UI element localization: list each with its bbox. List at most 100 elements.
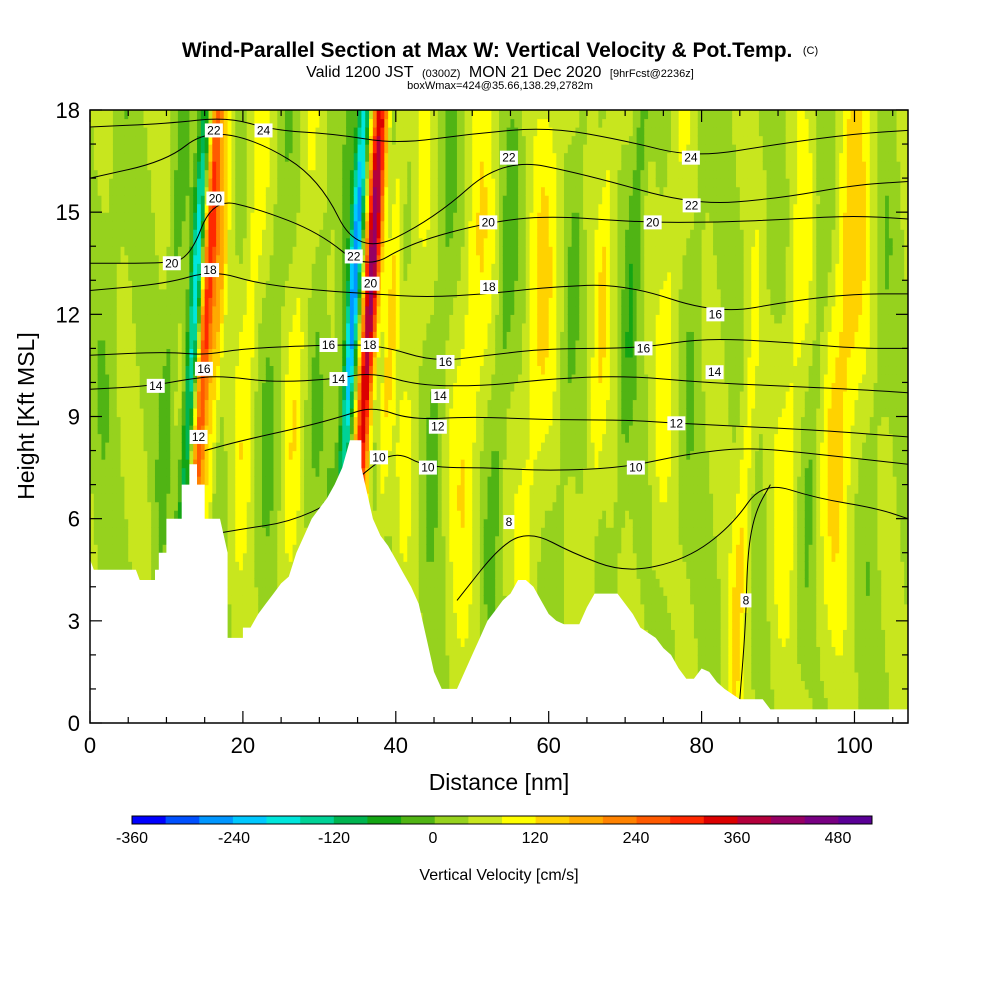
contour-label-30: 8 xyxy=(740,593,752,608)
colorbar-swatch xyxy=(232,816,267,824)
colorbar-swatch xyxy=(333,816,368,824)
subtitle-utc: (0300Z) xyxy=(422,68,461,80)
colorbar-swatch xyxy=(300,816,335,824)
contour-label-10: 18 xyxy=(360,337,379,352)
colorbar-swatch xyxy=(804,816,839,824)
theta-contour-8-0 xyxy=(456,486,908,601)
colorbar-tick-label: 360 xyxy=(724,830,751,847)
y-tick-label: 6 xyxy=(68,507,80,532)
x-tick-label: 0 xyxy=(84,733,96,758)
contour-label-17: 16 xyxy=(436,355,455,370)
x-tick-label: 100 xyxy=(836,733,873,758)
colorbar-swatch xyxy=(670,816,705,824)
theta-contour-8-1 xyxy=(739,484,771,700)
chart-title-text: Wind-Parallel Section at Max W: Vertical… xyxy=(182,39,793,62)
contour-label-25: 16 xyxy=(706,307,725,322)
colorbar-swatch xyxy=(401,816,436,824)
contour-labels: 22 24 20 20 18 14 16 12 22 20 18 16 14 10 22 20 18 16 14 12… xyxy=(146,123,752,608)
colorbar-tick-label: -360 xyxy=(116,830,148,847)
colorbar-swatch xyxy=(838,816,873,824)
y-tick-label: 15 xyxy=(56,200,80,225)
y-axis-label: Height [Kft MSL] xyxy=(13,332,39,499)
contour-label-4: 18 xyxy=(201,263,220,278)
y-tick-label: 12 xyxy=(56,302,80,327)
colorbar-swatch xyxy=(266,816,301,824)
colorbar-swatch xyxy=(199,816,234,824)
colorbar-tick-label: -120 xyxy=(318,830,350,847)
colorbar-swatch xyxy=(132,816,167,824)
colorbar-swatch xyxy=(703,816,738,824)
colorbar-tick-label: 120 xyxy=(522,830,549,847)
colorbar-swatch xyxy=(602,816,637,824)
contour-label-6: 16 xyxy=(194,361,213,376)
x-tick-label: 40 xyxy=(384,733,408,758)
y-tick-label: 9 xyxy=(68,405,80,430)
contour-label-9: 20 xyxy=(361,276,380,291)
x-tick-label: 60 xyxy=(536,733,560,758)
colorbar-tick-label: 240 xyxy=(623,830,650,847)
contour-label-1: 24 xyxy=(254,123,273,138)
chart-subtitle: Valid 1200 JST (0300Z) MON 21 Dec 2020 [… xyxy=(306,64,694,81)
contour-label-20: 10 xyxy=(418,460,437,475)
colorbar-swatch xyxy=(468,816,503,824)
x-tick-label: 80 xyxy=(689,733,713,758)
colorbar-label: Vertical Velocity [cm/s] xyxy=(419,867,578,884)
x-axis: 0 20 40 60 80 100 xyxy=(84,110,894,758)
y-axis: 0 3 6 9 12 15 18 xyxy=(56,98,908,736)
chart-title: Wind-Parallel Section at Max W: Vertical… xyxy=(182,39,818,62)
colorbar-swatch xyxy=(535,816,570,824)
terrain-mask xyxy=(90,440,908,723)
contour-label-27: 14 xyxy=(705,365,724,380)
contour-label-26: 16 xyxy=(634,341,653,356)
plot-area: 22 24 20 20 18 14 16 12 22 20 18 16 14 10 22 20 18 16 14 12… xyxy=(90,110,908,723)
contour-label-7: 12 xyxy=(189,429,208,444)
theta-contour-24-9 xyxy=(90,118,908,155)
colorbar xyxy=(131,815,873,825)
colorbar-tick-label: 480 xyxy=(825,830,852,847)
contour-label-18: 14 xyxy=(431,389,450,404)
potential-temperature-contours xyxy=(90,118,908,700)
contour-label-11: 16 xyxy=(319,337,338,352)
colorbar-swatch xyxy=(165,816,200,824)
y-tick-label: 0 xyxy=(68,711,80,736)
contour-label-24: 20 xyxy=(643,215,662,230)
y-tick-label: 3 xyxy=(68,609,80,634)
theta-contour-20-7 xyxy=(90,202,908,264)
contour-label-3: 20 xyxy=(162,256,181,271)
colorbar-ticks: -360 -240 -120 0 120 240 360 480 xyxy=(116,830,851,847)
theta-contour-14-4 xyxy=(90,373,908,394)
colorbar-swatch xyxy=(502,816,537,824)
subtitle-valid: Valid 1200 JST xyxy=(306,64,414,81)
contour-label-5: 14 xyxy=(146,378,165,393)
contour-label-0: 22 xyxy=(204,123,223,138)
colorbar-swatch xyxy=(434,816,469,824)
contour-label-28: 12 xyxy=(667,416,686,431)
contour-label-12: 14 xyxy=(329,372,348,387)
x-axis-label: Distance [nm] xyxy=(429,769,570,795)
contour-label-19: 12 xyxy=(428,419,447,434)
contour-label-2: 20 xyxy=(206,191,225,206)
colorbar-swatch xyxy=(569,816,604,824)
subtitle-date: MON 21 Dec 2020 xyxy=(469,64,602,81)
colorbar-swatch xyxy=(737,816,772,824)
theta-contour-10-2 xyxy=(204,448,908,537)
contour-label-14: 22 xyxy=(499,150,518,165)
title-mark: (C) xyxy=(803,45,818,57)
theta-contour-18-6 xyxy=(90,273,908,311)
subtitle-fcst: [9hrFcst@2236z] xyxy=(610,68,694,80)
theta-contour-12-3 xyxy=(204,408,908,452)
colorbar-swatch xyxy=(636,816,671,824)
y-tick-label: 18 xyxy=(56,98,80,123)
colorbar-tick-label: -240 xyxy=(218,830,250,847)
colorbar-tick-label: 0 xyxy=(429,830,438,847)
contour-label-15: 20 xyxy=(479,215,498,230)
contour-label-23: 22 xyxy=(682,198,701,213)
contour-label-8: 22 xyxy=(344,249,363,264)
theta-contour-22-8 xyxy=(90,133,908,245)
colorbar-swatch xyxy=(367,816,402,824)
subtitle-box: boxWmax=424@35.66,138.29,2782m xyxy=(407,80,593,92)
contour-label-21: 8 xyxy=(503,515,515,530)
colorbar-swatch xyxy=(771,816,806,824)
contour-label-29: 10 xyxy=(626,460,645,475)
